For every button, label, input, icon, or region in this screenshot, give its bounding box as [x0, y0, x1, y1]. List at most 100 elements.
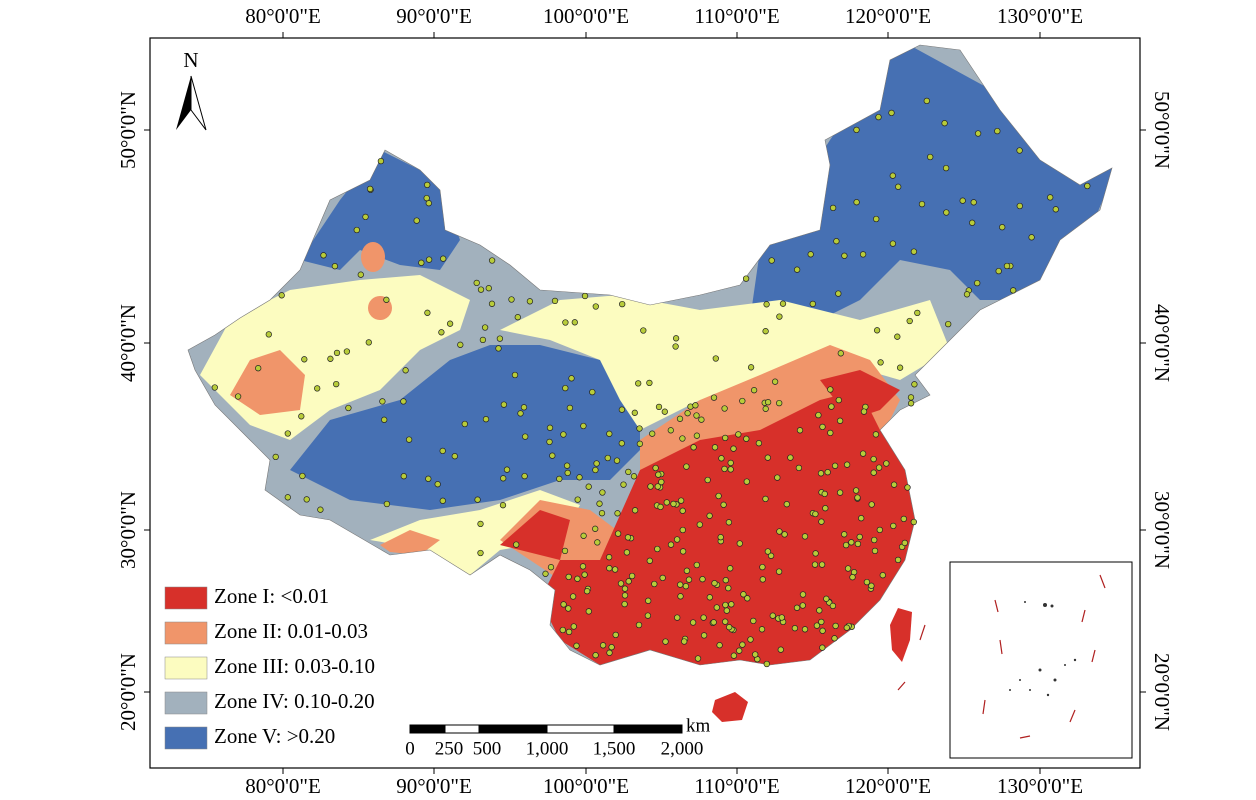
station-dot — [693, 432, 701, 439]
station-dot — [585, 608, 592, 615]
station-dot — [255, 365, 262, 372]
station-dot — [474, 496, 481, 503]
station-dot — [836, 417, 844, 424]
station-dot — [841, 531, 848, 538]
station-dot — [658, 478, 665, 486]
station-dot — [747, 636, 754, 643]
station-dot — [655, 403, 663, 411]
station-dot — [832, 622, 839, 630]
station-dot — [815, 411, 822, 419]
station-dot — [914, 309, 921, 317]
station-dot — [764, 399, 772, 406]
station-dot — [763, 660, 770, 668]
station-dot — [672, 343, 679, 350]
station-dot — [711, 580, 718, 587]
station-dot — [995, 267, 1002, 275]
station-dot — [829, 602, 837, 610]
station-dot — [670, 500, 677, 508]
station-dot — [1016, 202, 1023, 210]
station-dot — [836, 489, 844, 496]
station-dot — [762, 328, 769, 335]
station-dot — [508, 296, 515, 303]
station-dot — [440, 255, 447, 262]
station-dot — [439, 447, 446, 455]
station-dot — [520, 404, 528, 411]
station-dot — [320, 252, 327, 259]
station-dot — [837, 350, 844, 357]
legend-swatch — [164, 656, 208, 680]
station-dot — [424, 181, 431, 189]
station-dot — [969, 219, 976, 226]
station-dot — [722, 577, 729, 584]
station-dot — [831, 635, 838, 642]
station-dot — [623, 549, 631, 556]
frame-ticks — [144, 32, 1146, 774]
station-dot — [876, 526, 883, 534]
station-dot — [871, 536, 878, 544]
station-dot — [331, 263, 339, 270]
station-dot — [677, 497, 685, 504]
station-dot — [700, 632, 708, 639]
station-dot — [499, 502, 507, 509]
zone-ii-area — [380, 530, 440, 555]
top-axis-label: 110°0'0"E — [694, 4, 779, 28]
station-dot — [625, 468, 632, 476]
station-dot — [381, 416, 388, 423]
station-dot — [730, 445, 737, 452]
left-axis-label: 30°0'0"N — [116, 491, 140, 569]
station-dot — [657, 503, 664, 511]
station-dot — [662, 638, 669, 645]
left-axis-label: 20°0'0"N — [116, 653, 140, 731]
station-dot — [488, 257, 496, 264]
station-dot — [211, 384, 218, 391]
station-dot — [799, 602, 806, 609]
station-dot — [659, 574, 666, 582]
station-dot — [345, 404, 352, 412]
station-dot — [872, 431, 880, 438]
station-dot — [974, 130, 982, 137]
station-dot — [362, 213, 369, 221]
zone-v-area — [300, 150, 460, 270]
station-dot — [743, 478, 750, 485]
station-dot — [693, 412, 700, 419]
station-dot — [654, 483, 661, 490]
station-dot — [787, 454, 794, 461]
station-dot — [563, 462, 571, 469]
station-dot — [706, 512, 713, 519]
station-dot — [762, 405, 769, 412]
station-dot — [693, 561, 700, 569]
station-dot — [561, 547, 569, 555]
station-dot — [333, 380, 340, 388]
legend-swatch — [164, 586, 208, 610]
station-dot — [682, 583, 690, 590]
station-dot — [852, 487, 860, 494]
scale-segment — [409, 724, 446, 734]
station-dot — [526, 298, 534, 305]
legend: Zone I: <0.01 Zone II: 0.01-0.03 Zone III:… — [164, 584, 375, 750]
station-dot — [779, 300, 787, 307]
station-dot — [423, 194, 430, 202]
station-dot — [859, 251, 867, 258]
station-dot — [736, 540, 743, 547]
station-dot — [764, 548, 772, 555]
station-dot — [817, 470, 825, 477]
station-dot — [799, 591, 807, 598]
legend-swatch — [164, 726, 208, 750]
station-dot — [400, 398, 407, 405]
station-dot — [549, 452, 556, 459]
station-dot — [583, 588, 591, 595]
station-dot — [434, 481, 441, 488]
station-dot — [710, 619, 717, 626]
left-axis-label: 40°0'0"N — [116, 304, 140, 382]
station-dot — [942, 164, 950, 172]
station-dot — [740, 591, 747, 598]
station-dot — [791, 625, 799, 632]
top-axis-label: 130°0'0"E — [997, 4, 1083, 28]
station-dot — [673, 536, 681, 543]
station-dot — [759, 576, 766, 583]
station-dot — [485, 285, 492, 292]
station-dot — [775, 568, 783, 575]
station-dot — [853, 126, 860, 134]
station-dot — [871, 547, 879, 555]
station-dot — [894, 556, 902, 564]
